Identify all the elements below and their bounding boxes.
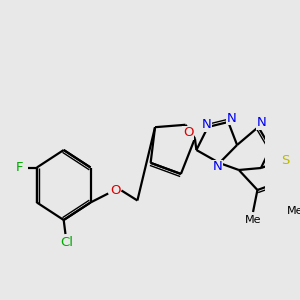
Text: N: N — [213, 160, 223, 173]
Text: S: S — [282, 154, 290, 166]
Text: Me: Me — [287, 206, 300, 216]
Text: F: F — [15, 161, 23, 174]
Text: Me: Me — [245, 215, 261, 225]
Text: O: O — [110, 184, 121, 197]
Text: N: N — [257, 116, 267, 130]
Text: O: O — [183, 126, 194, 139]
Text: Cl: Cl — [61, 236, 74, 248]
Text: N: N — [227, 112, 237, 124]
Text: N: N — [201, 118, 211, 131]
